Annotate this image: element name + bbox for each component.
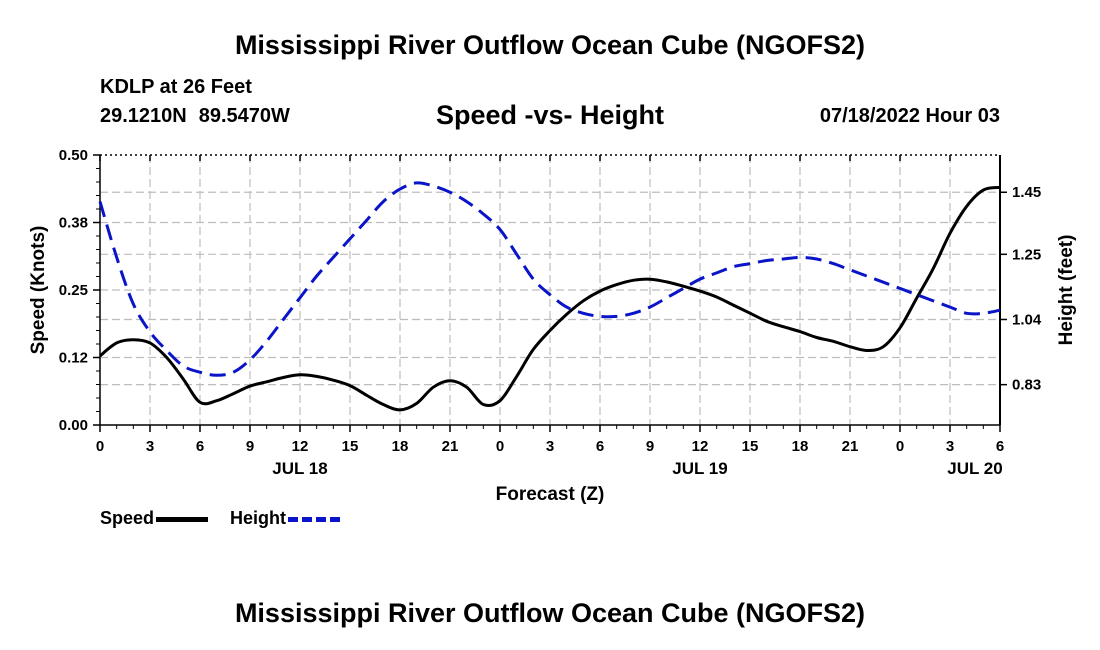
x-tick-label: 18 xyxy=(392,438,409,455)
chart-subtitle: Speed -vs- Height xyxy=(435,100,665,130)
latitude-label: 29.1210N xyxy=(100,105,187,127)
x-tick-label: 0 xyxy=(96,438,104,455)
x-tick-label: 9 xyxy=(246,438,254,455)
x-axis-title: Forecast (Z) xyxy=(496,484,605,505)
x-tick-label: 21 xyxy=(842,438,859,455)
y-right-tick-label: 0.83 xyxy=(1012,377,1041,394)
x-tick-label: 6 xyxy=(596,438,604,455)
x-tick-label: 12 xyxy=(292,438,309,455)
x-tick-label: 18 xyxy=(792,438,809,455)
longitude-label: 89.5470W xyxy=(198,105,290,127)
x-tick-label: 6 xyxy=(996,438,1004,455)
legend-item-height: Height xyxy=(230,508,340,529)
x-tick-label: 3 xyxy=(146,438,154,455)
series-line-speed xyxy=(99,185,1001,412)
legend-item-speed: Speed xyxy=(100,508,209,529)
chart-bottom-title: Mississippi River Outflow Ocean Cube (NG… xyxy=(234,598,866,628)
grid-lines xyxy=(100,155,1000,425)
y-left-tick-label: 0.12 xyxy=(59,350,88,367)
x-tick-label: 3 xyxy=(546,438,554,455)
y-right-axis-title: Height (feet) xyxy=(1056,235,1077,346)
series-lines xyxy=(98,181,1001,412)
x-tick-label: 15 xyxy=(342,438,359,455)
y-left-tick-label: 0.25 xyxy=(59,282,88,299)
y-left-tick-label: 0.00 xyxy=(59,417,88,434)
series-line-height xyxy=(98,181,1001,377)
chart-main-title: Mississippi River Outflow Ocean Cube (NG… xyxy=(234,30,866,60)
station-coordinates: 29.1210N 89.5470W xyxy=(100,105,290,128)
legend-speed-swatch xyxy=(156,516,209,522)
x-tick-label: 6 xyxy=(196,438,204,455)
y-right-tick-label: 1.45 xyxy=(1012,184,1041,201)
y-right-tick-label: 1.25 xyxy=(1012,246,1041,263)
x-tick-label: 9 xyxy=(646,438,654,455)
x-tick-label: 3 xyxy=(946,438,954,455)
x-day-label: JUL 20 xyxy=(947,459,1002,478)
x-tick-label: 21 xyxy=(442,438,459,455)
legend-height-label: Height xyxy=(230,508,286,528)
x-day-label: JUL 19 xyxy=(672,459,727,478)
forecast-datetime: 07/18/2022 Hour 03 xyxy=(819,105,1000,127)
y-left-tick-label: 0.38 xyxy=(59,215,88,232)
legend-height-swatch xyxy=(288,516,340,522)
station-name: KDLP at 26 Feet xyxy=(100,76,252,98)
x-tick-label: 0 xyxy=(496,438,504,455)
x-tick-label: 12 xyxy=(692,438,709,455)
x-tick-label: 0 xyxy=(896,438,904,455)
x-day-label: JUL 18 xyxy=(272,459,327,478)
axis-labels: 0 3 6 9 12 15 18 21 0 3 6 9 12 15 18 21 0 3 6 JUL 18 JUL 19 J… xyxy=(28,147,1077,505)
x-tick-label: 15 xyxy=(742,438,759,455)
y-left-tick-label: 0.50 xyxy=(59,147,88,164)
y-left-axis-title: Speed (Knots) xyxy=(28,226,49,355)
y-right-tick-label: 1.04 xyxy=(1012,311,1042,328)
axis-ticks xyxy=(93,154,1007,432)
legend-speed-label: Speed xyxy=(100,508,155,528)
